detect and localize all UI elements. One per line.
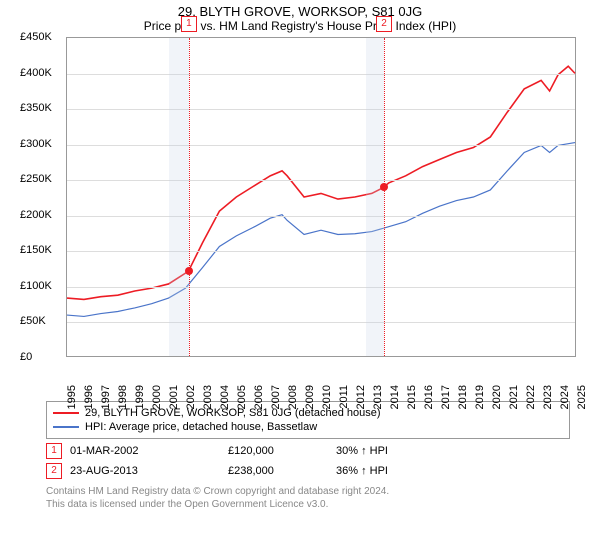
sale-row: 2 23-AUG-2013 £238,000 36% ↑ HPI bbox=[46, 461, 556, 481]
chart-title: 29, BLYTH GROVE, WORKSOP, S81 0JG bbox=[0, 0, 600, 19]
attribution-line: Contains HM Land Registry data © Crown c… bbox=[46, 485, 556, 498]
x-tick-label: 1999 bbox=[134, 385, 146, 409]
x-tick-label: 2012 bbox=[355, 385, 367, 409]
legend-row: HPI: Average price, detached house, Bass… bbox=[53, 420, 563, 434]
x-tick-label: 2024 bbox=[559, 385, 571, 409]
x-tick-label: 2021 bbox=[508, 385, 520, 409]
sale-price: £120,000 bbox=[228, 445, 328, 457]
x-tick-label: 2023 bbox=[542, 385, 554, 409]
x-tick-label: 2002 bbox=[185, 385, 197, 409]
y-tick-label: £50K bbox=[20, 315, 46, 327]
x-tick-label: 2017 bbox=[440, 385, 452, 409]
attribution-line: This data is licensed under the Open Gov… bbox=[46, 498, 556, 511]
gridline bbox=[67, 180, 575, 181]
gridline bbox=[67, 74, 575, 75]
x-tick-label: 2000 bbox=[151, 385, 163, 409]
gridline bbox=[67, 145, 575, 146]
legend-swatch bbox=[53, 412, 79, 414]
x-tick-label: 2019 bbox=[474, 385, 486, 409]
sales-table: 1 01-MAR-2002 £120,000 30% ↑ HPI 2 23-AUG-201… bbox=[46, 441, 556, 481]
x-tick-label: 1997 bbox=[100, 385, 112, 409]
x-tick-label: 2006 bbox=[253, 385, 265, 409]
y-tick-label: £350K bbox=[20, 102, 52, 114]
x-tick-label: 2005 bbox=[236, 385, 248, 409]
sale-dot bbox=[380, 183, 388, 191]
sale-pct: 30% ↑ HPI bbox=[336, 445, 456, 457]
sale-vline bbox=[189, 38, 190, 356]
sale-date: 01-MAR-2002 bbox=[70, 445, 220, 457]
series-property bbox=[67, 66, 575, 299]
x-tick-label: 2022 bbox=[525, 385, 537, 409]
x-tick-label: 2011 bbox=[338, 385, 350, 409]
attribution: Contains HM Land Registry data © Crown c… bbox=[46, 485, 556, 511]
x-tick-label: 1995 bbox=[66, 385, 78, 409]
sale-vline bbox=[384, 38, 385, 356]
x-tick-label: 2010 bbox=[321, 385, 333, 409]
y-tick-label: £0 bbox=[20, 351, 32, 363]
x-tick-label: 2014 bbox=[389, 385, 401, 409]
gridline bbox=[67, 287, 575, 288]
x-tick-label: 2013 bbox=[372, 385, 384, 409]
x-tick-label: 2009 bbox=[304, 385, 316, 409]
sale-pct: 36% ↑ HPI bbox=[336, 465, 456, 477]
sale-price: £238,000 bbox=[228, 465, 328, 477]
y-tick-label: £400K bbox=[20, 67, 52, 79]
sale-row: 1 01-MAR-2002 £120,000 30% ↑ HPI bbox=[46, 441, 556, 461]
x-tick-label: 2016 bbox=[423, 385, 435, 409]
y-tick-label: £250K bbox=[20, 173, 52, 185]
x-tick-label: 1998 bbox=[117, 385, 129, 409]
y-tick-label: £450K bbox=[20, 31, 52, 43]
shaded-band bbox=[366, 38, 384, 356]
legend-swatch bbox=[53, 426, 79, 428]
x-axis-ticks: 1995199619971998199920002001200220032004… bbox=[66, 357, 576, 397]
line-series bbox=[67, 38, 575, 356]
y-tick-label: £300K bbox=[20, 138, 52, 150]
x-tick-label: 2008 bbox=[287, 385, 299, 409]
x-tick-label: 2018 bbox=[457, 385, 469, 409]
shaded-band bbox=[169, 38, 189, 356]
y-tick-label: £150K bbox=[20, 244, 52, 256]
y-tick-label: £200K bbox=[20, 209, 52, 221]
legend-label: 29, BLYTH GROVE, WORKSOP, S81 0JG (detac… bbox=[85, 407, 381, 419]
x-tick-label: 1996 bbox=[83, 385, 95, 409]
gridline bbox=[67, 109, 575, 110]
x-tick-label: 2001 bbox=[168, 385, 180, 409]
chart-subtitle: Price paid vs. HM Land Registry's House … bbox=[0, 19, 600, 37]
gridline bbox=[67, 322, 575, 323]
legend-label: HPI: Average price, detached house, Bass… bbox=[85, 421, 317, 433]
x-tick-label: 2015 bbox=[406, 385, 418, 409]
chart-area: £0 £50K £100K £150K £200K £250K £300K £350K £400… bbox=[20, 37, 580, 397]
sale-row-marker: 2 bbox=[46, 463, 62, 479]
sale-marker-box: 2 bbox=[376, 16, 392, 32]
x-tick-label: 2003 bbox=[202, 385, 214, 409]
y-tick-label: £100K bbox=[20, 280, 52, 292]
sale-row-marker: 1 bbox=[46, 443, 62, 459]
x-tick-label: 2004 bbox=[219, 385, 231, 409]
x-tick-label: 2020 bbox=[491, 385, 503, 409]
plot-region: 12 bbox=[66, 37, 576, 357]
gridline bbox=[67, 251, 575, 252]
x-tick-label: 2007 bbox=[270, 385, 282, 409]
gridline bbox=[67, 216, 575, 217]
sale-marker-box: 1 bbox=[181, 16, 197, 32]
sale-dot bbox=[185, 267, 193, 275]
sale-date: 23-AUG-2013 bbox=[70, 465, 220, 477]
x-tick-label: 2025 bbox=[576, 385, 588, 409]
